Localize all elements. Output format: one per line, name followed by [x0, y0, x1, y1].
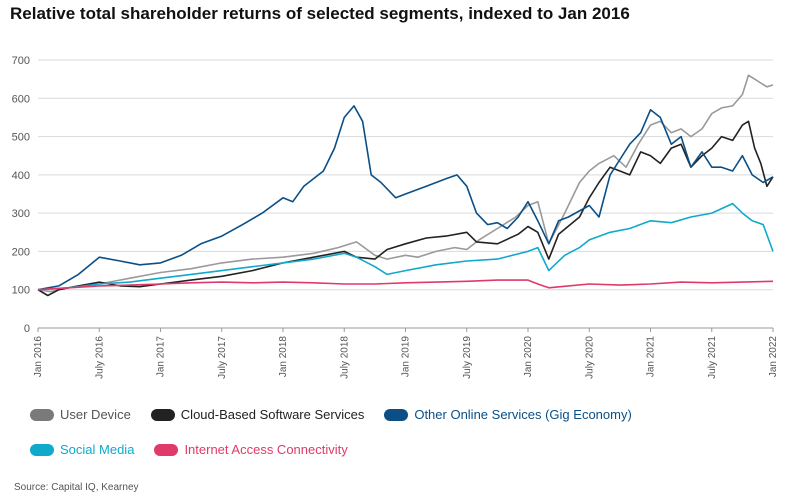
source-note: Source: Capital IQ, Kearney: [14, 482, 139, 493]
legend-swatch: [154, 444, 178, 456]
y-tick-label: 700: [12, 55, 30, 67]
y-tick-label: 600: [12, 93, 30, 105]
x-tick-label: July 2016: [94, 336, 105, 379]
legend-item: Other Online Services (Gig Economy): [384, 407, 631, 422]
series-line: [38, 121, 773, 295]
x-tick-label: Jan 2020: [523, 336, 534, 378]
y-tick-label: 500: [12, 132, 30, 144]
legend-item: Cloud-Based Software Services: [151, 407, 365, 422]
line-chart: 0 100 200 300 400 500 600 700 Jan 2016 July 2016 J…: [0, 0, 793, 400]
legend-label: Internet Access Connectivity: [184, 442, 347, 457]
legend-label: User Device: [60, 407, 131, 422]
x-tick-label: July 2017: [217, 336, 228, 379]
legend-item: Internet Access Connectivity: [154, 442, 347, 457]
series-line: [38, 204, 773, 290]
y-tick-label: 300: [12, 208, 30, 220]
legend-label: Cloud-Based Software Services: [181, 407, 365, 422]
x-tick-label: Jan 2022: [768, 336, 779, 378]
x-tick-label: Jan 2021: [646, 336, 657, 378]
series-line: [38, 106, 773, 290]
legend-row: User Device Cloud-Based Software Services…: [30, 407, 652, 422]
y-tick-label: 100: [12, 285, 30, 297]
x-tick-label: July 2020: [584, 336, 595, 379]
legend-label: Other Online Services (Gig Economy): [414, 407, 631, 422]
x-tick-label: July 2021: [707, 336, 718, 379]
legend-item: Social Media: [30, 442, 134, 457]
x-tick-label: Jan 2016: [33, 336, 44, 378]
x-tick-label: Jan 2018: [278, 336, 289, 378]
legend-label: Social Media: [60, 442, 134, 457]
legend-row: Social Media Internet Access Connectivity: [30, 442, 368, 457]
legend-item: User Device: [30, 407, 131, 422]
y-tick-label: 0: [24, 323, 30, 335]
legend-swatch: [151, 409, 175, 421]
y-tick-label: 200: [12, 246, 30, 258]
series-line: [38, 75, 773, 291]
x-tick-label: Jan 2017: [156, 336, 167, 378]
x-tick-label: Jan 2019: [401, 336, 412, 378]
x-tick-label: July 2018: [339, 336, 350, 379]
series-line: [38, 280, 773, 290]
legend-swatch: [384, 409, 408, 421]
legend-swatch: [30, 444, 54, 456]
y-tick-label: 400: [12, 170, 30, 182]
legend-swatch: [30, 409, 54, 421]
x-tick-label: July 2019: [462, 336, 473, 379]
